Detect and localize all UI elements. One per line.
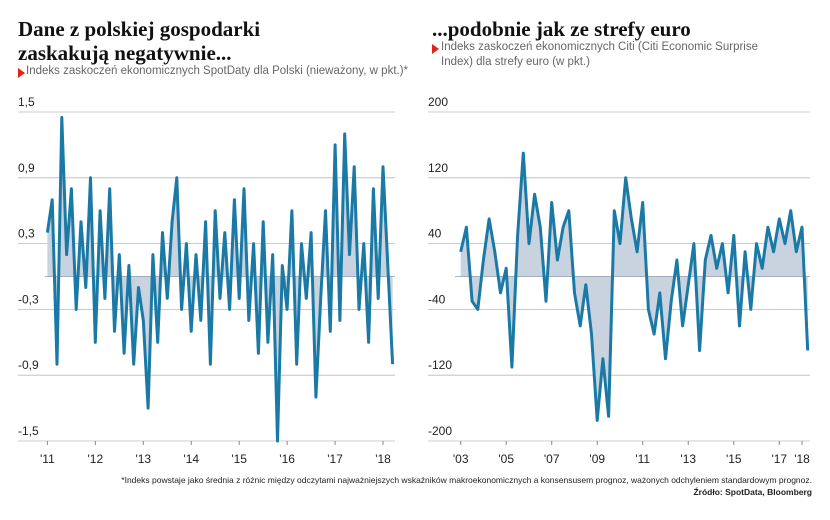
x-tick-label: '11 <box>40 452 55 466</box>
chart-title: Dane z polskiej gospodarki zaskakują nega… <box>18 17 260 65</box>
y-tick-label: 40 <box>428 227 442 241</box>
x-tick-label: '17 <box>327 452 343 466</box>
x-tick-label: '18 <box>375 452 391 466</box>
subtitle-line: Index) dla strefy euro (w pkt.) <box>441 56 590 68</box>
x-tick-label: '14 <box>183 452 199 466</box>
x-tick-label: '15 <box>231 452 247 466</box>
x-tick-label: '15 <box>726 452 742 466</box>
marker <box>18 68 25 78</box>
x-tick-label: '13 <box>135 452 151 466</box>
line <box>459 151 810 422</box>
subtitle: Indeks zaskoczeń ekonomicznych Citi (Cit… <box>441 41 758 68</box>
marker <box>432 44 439 54</box>
y-tick-label: 1,5 <box>18 95 35 109</box>
x-tick-label: '17 <box>771 452 787 466</box>
y-tick-label: 0,9 <box>18 161 35 175</box>
x-tick-label: '11 <box>635 452 650 466</box>
y-tick-label: -40 <box>428 292 446 306</box>
footnote: *Indeks powstaje jako średnia z różnic m… <box>121 475 812 485</box>
y-tick-label: 200 <box>428 95 448 109</box>
y-tick-label: -1,5 <box>18 424 39 438</box>
x-tick-label: '05 <box>498 452 514 466</box>
x-tick-label: '18 <box>794 452 810 466</box>
title-line: zaskakują negatywnie... <box>18 41 232 65</box>
subtitle: Indeks zaskoczeń ekonomicznych SpotDaty … <box>26 65 409 77</box>
y-tick-label: 120 <box>428 161 448 175</box>
x-tick-label: '09 <box>589 452 605 466</box>
chart-title: ...podobnie jak ze strefy euro <box>432 17 691 41</box>
line <box>45 116 395 443</box>
x-tick-label: '03 <box>453 452 469 466</box>
y-tick-label: 0,3 <box>18 227 35 241</box>
x-tick-label: '13 <box>680 452 696 466</box>
subtitle-line: Indeks zaskoczeń ekonomicznych Citi (Cit… <box>441 41 758 53</box>
x-tick-label: '16 <box>279 452 295 466</box>
y-tick-label: -200 <box>428 424 452 438</box>
y-tick-label: -0,9 <box>18 358 39 372</box>
y-tick-label: -120 <box>428 358 452 372</box>
source: Źródło: SpotData, Bloomberg <box>693 487 812 497</box>
title-line: Dane z polskiej gospodarki <box>18 17 260 41</box>
area <box>460 153 808 421</box>
y-tick-label: -0,3 <box>18 292 39 306</box>
x-tick-label: '12 <box>88 452 104 466</box>
x-tick-label: '07 <box>544 452 560 466</box>
